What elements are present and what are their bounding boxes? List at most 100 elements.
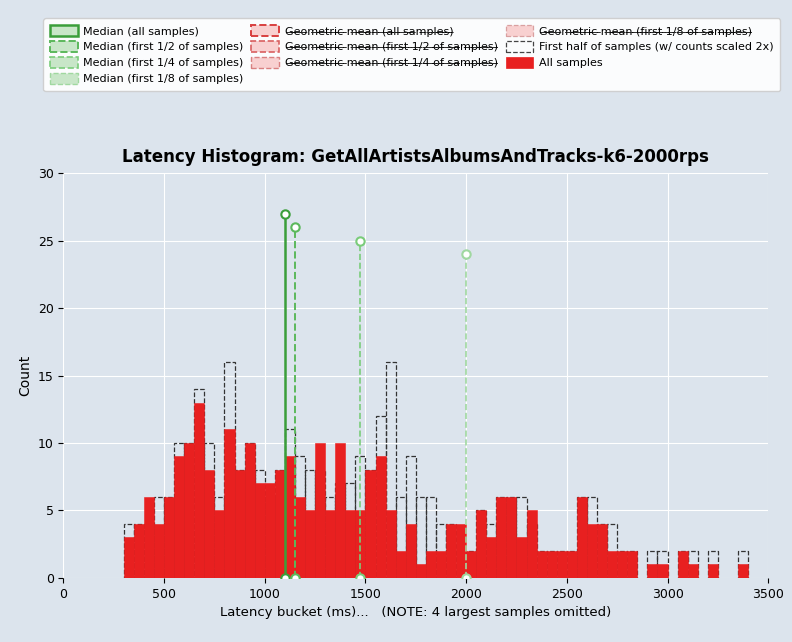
Bar [647, 551, 657, 578]
Bar [577, 497, 587, 578]
Bar [365, 470, 375, 578]
Legend: Median (all samples), Median (first 1/2 of samples), Median (first 1/4 of sample: Median (all samples), Median (first 1/2 … [44, 19, 780, 91]
Bar [506, 497, 516, 578]
Bar [315, 443, 326, 578]
Bar [215, 497, 224, 578]
Bar [396, 551, 406, 578]
Bar [426, 497, 436, 578]
Bar [456, 551, 466, 578]
Bar [466, 551, 476, 578]
Bar [657, 564, 668, 578]
Bar [627, 551, 638, 578]
Bar [245, 443, 255, 578]
Bar [557, 551, 567, 578]
Bar [164, 497, 174, 578]
Bar [607, 524, 617, 578]
Bar [335, 483, 345, 578]
Bar [486, 537, 497, 578]
Bar [356, 456, 365, 578]
Bar [587, 497, 597, 578]
Bar [738, 564, 748, 578]
Bar [224, 429, 234, 578]
Bar [144, 524, 154, 578]
Bar [345, 510, 356, 578]
Bar [597, 524, 607, 578]
Bar [446, 524, 456, 578]
Bar [617, 551, 627, 578]
Bar [305, 510, 315, 578]
Bar [537, 551, 546, 578]
Bar [567, 551, 577, 578]
Bar [687, 564, 698, 578]
Bar [234, 470, 245, 578]
Bar [386, 510, 396, 578]
Bar [265, 483, 275, 578]
Bar [194, 389, 204, 578]
Bar [215, 510, 224, 578]
Bar [587, 524, 597, 578]
Bar [285, 456, 295, 578]
Bar [275, 470, 285, 578]
Bar [164, 497, 174, 578]
Bar [345, 483, 356, 578]
Bar [185, 443, 194, 578]
Bar [497, 497, 506, 578]
Bar [185, 443, 194, 578]
Bar [416, 497, 426, 578]
Bar [365, 470, 375, 578]
Bar [386, 362, 396, 578]
Title: Latency Histogram: GetAllArtistsAlbumsAndTracks-k6-2000rps: Latency Histogram: GetAllArtistsAlbumsAn… [122, 148, 710, 166]
Bar [375, 416, 386, 578]
Bar [607, 551, 617, 578]
Bar [315, 470, 326, 578]
Bar [144, 497, 154, 578]
Bar [375, 456, 386, 578]
X-axis label: Latency bucket (ms)...   (NOTE: 4 largest samples omitted): Latency bucket (ms)... (NOTE: 4 largest … [220, 606, 611, 619]
Bar [466, 551, 476, 578]
Bar [326, 497, 335, 578]
Bar [537, 551, 546, 578]
Bar [406, 456, 416, 578]
Bar [396, 497, 406, 578]
Bar [265, 497, 275, 578]
Bar [416, 564, 426, 578]
Bar [356, 510, 365, 578]
Bar [577, 497, 587, 578]
Bar [204, 443, 215, 578]
Bar [255, 483, 265, 578]
Bar [497, 497, 506, 578]
Bar [687, 551, 698, 578]
Bar [255, 470, 265, 578]
Bar [486, 524, 497, 578]
Bar [546, 551, 557, 578]
Bar [174, 443, 185, 578]
Bar [456, 524, 466, 578]
Bar [224, 362, 234, 578]
Bar [617, 551, 627, 578]
Bar [527, 510, 537, 578]
Bar [426, 551, 436, 578]
Bar [204, 470, 215, 578]
Bar [436, 551, 446, 578]
Bar [527, 524, 537, 578]
Bar [154, 524, 164, 578]
Bar [335, 443, 345, 578]
Bar [627, 551, 638, 578]
Bar [657, 551, 668, 578]
Bar [567, 551, 577, 578]
Bar [134, 524, 144, 578]
Bar [516, 497, 527, 578]
Bar [124, 524, 134, 578]
Bar [678, 551, 687, 578]
Bar [134, 524, 144, 578]
Bar [305, 470, 315, 578]
Bar [154, 497, 164, 578]
Bar [516, 537, 527, 578]
Bar [647, 564, 657, 578]
Bar [597, 524, 607, 578]
Bar [295, 497, 305, 578]
Bar [446, 524, 456, 578]
Bar [245, 443, 255, 578]
Bar [738, 551, 748, 578]
Bar [476, 510, 486, 578]
